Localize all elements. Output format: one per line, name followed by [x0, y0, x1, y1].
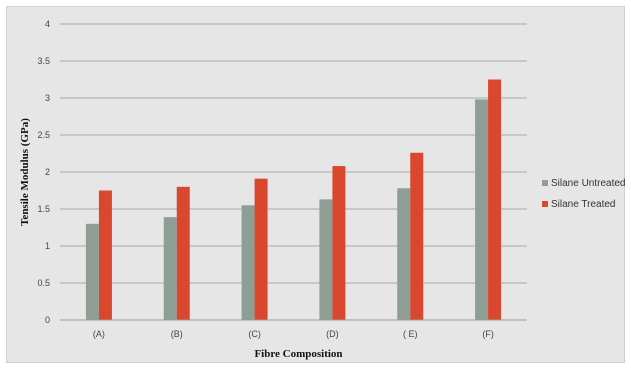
bars	[85, 79, 502, 320]
x-tick-label: (A)	[93, 329, 105, 339]
x-axis-title: Fibre Composition	[254, 348, 342, 360]
bar-treated	[332, 166, 346, 320]
x-tick-labels: (A) (B) (C) (D) ( E) (F)	[93, 329, 494, 339]
x-tick-label: (F)	[482, 329, 494, 339]
y-axis-title: Tensile Modulus (GPa)	[19, 118, 31, 226]
legend-swatch	[542, 180, 548, 186]
bar-untreated	[85, 223, 99, 320]
y-tick-labels: 0 0.5 1 1.5 2 2.5 3 3.5 4	[37, 19, 50, 325]
bar-treated	[488, 79, 502, 320]
x-tick-label: (C)	[248, 329, 261, 339]
legend-swatch	[542, 201, 548, 207]
bar-untreated	[241, 205, 255, 320]
y-tick-label: 0	[45, 315, 50, 325]
legend: Silane Untreated Silane Treated	[542, 178, 626, 210]
y-tick-label: 2.5	[37, 130, 50, 140]
bar-untreated	[397, 188, 411, 320]
bar-treated	[410, 152, 424, 320]
y-tick-label: 4	[45, 19, 50, 29]
y-tick-label: 0.5	[37, 278, 50, 288]
x-tick-label: (D)	[326, 329, 339, 339]
bar-untreated	[163, 217, 177, 320]
legend-label: Silane Treated	[551, 199, 616, 210]
y-tick-label: 3	[45, 93, 50, 103]
y-tick-label: 1	[45, 241, 50, 251]
y-tick-label: 3.5	[37, 56, 50, 66]
bar-treated	[254, 178, 268, 320]
bar-treated	[176, 186, 190, 320]
y-tick-label: 1.5	[37, 204, 50, 214]
bar-untreated	[319, 199, 333, 320]
bar-untreated	[475, 99, 489, 320]
y-tick-label: 2	[45, 167, 50, 177]
bar-treated	[98, 190, 112, 320]
legend-label: Silane Untreated	[551, 178, 626, 189]
x-tick-label: ( E)	[403, 329, 418, 339]
gridlines	[60, 23, 527, 284]
x-tick-label: (B)	[171, 329, 183, 339]
